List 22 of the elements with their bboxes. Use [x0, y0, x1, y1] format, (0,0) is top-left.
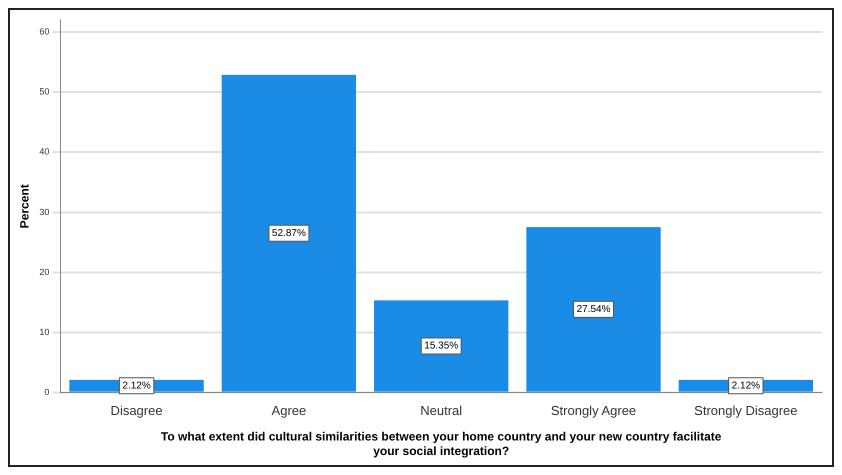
y-tick-label: 50 — [39, 86, 50, 97]
data-label: 15.35% — [424, 340, 458, 352]
x-tick-label: Agree — [272, 402, 306, 418]
x-tick-label: Disagree — [110, 402, 163, 418]
data-label: 2.12% — [122, 380, 151, 392]
bar — [526, 227, 661, 392]
x-tick-label: Strongly Disagree — [694, 402, 798, 418]
bar — [222, 74, 356, 392]
x-tick-label: Neutral — [420, 402, 462, 418]
data-label: 2.12% — [732, 380, 760, 392]
y-tick-label: 30 — [39, 206, 50, 217]
y-tick-label: 40 — [39, 146, 50, 157]
data-label: 52.87% — [272, 228, 306, 239]
y-tick-label: 10 — [39, 326, 50, 337]
y-tick-label: 60 — [39, 26, 50, 37]
y-tick-label: 20 — [39, 266, 50, 277]
y-axis-title: Percent — [18, 184, 32, 228]
bar — [374, 300, 508, 392]
data-label: 27.54% — [576, 304, 611, 316]
x-axis-title: To what extent did cultural similarities between your home country and your new country facilitate your social integration? — [160, 430, 722, 458]
y-tick-label: 0 — [44, 387, 50, 398]
x-tick-label: Strongly Agree — [550, 402, 636, 418]
